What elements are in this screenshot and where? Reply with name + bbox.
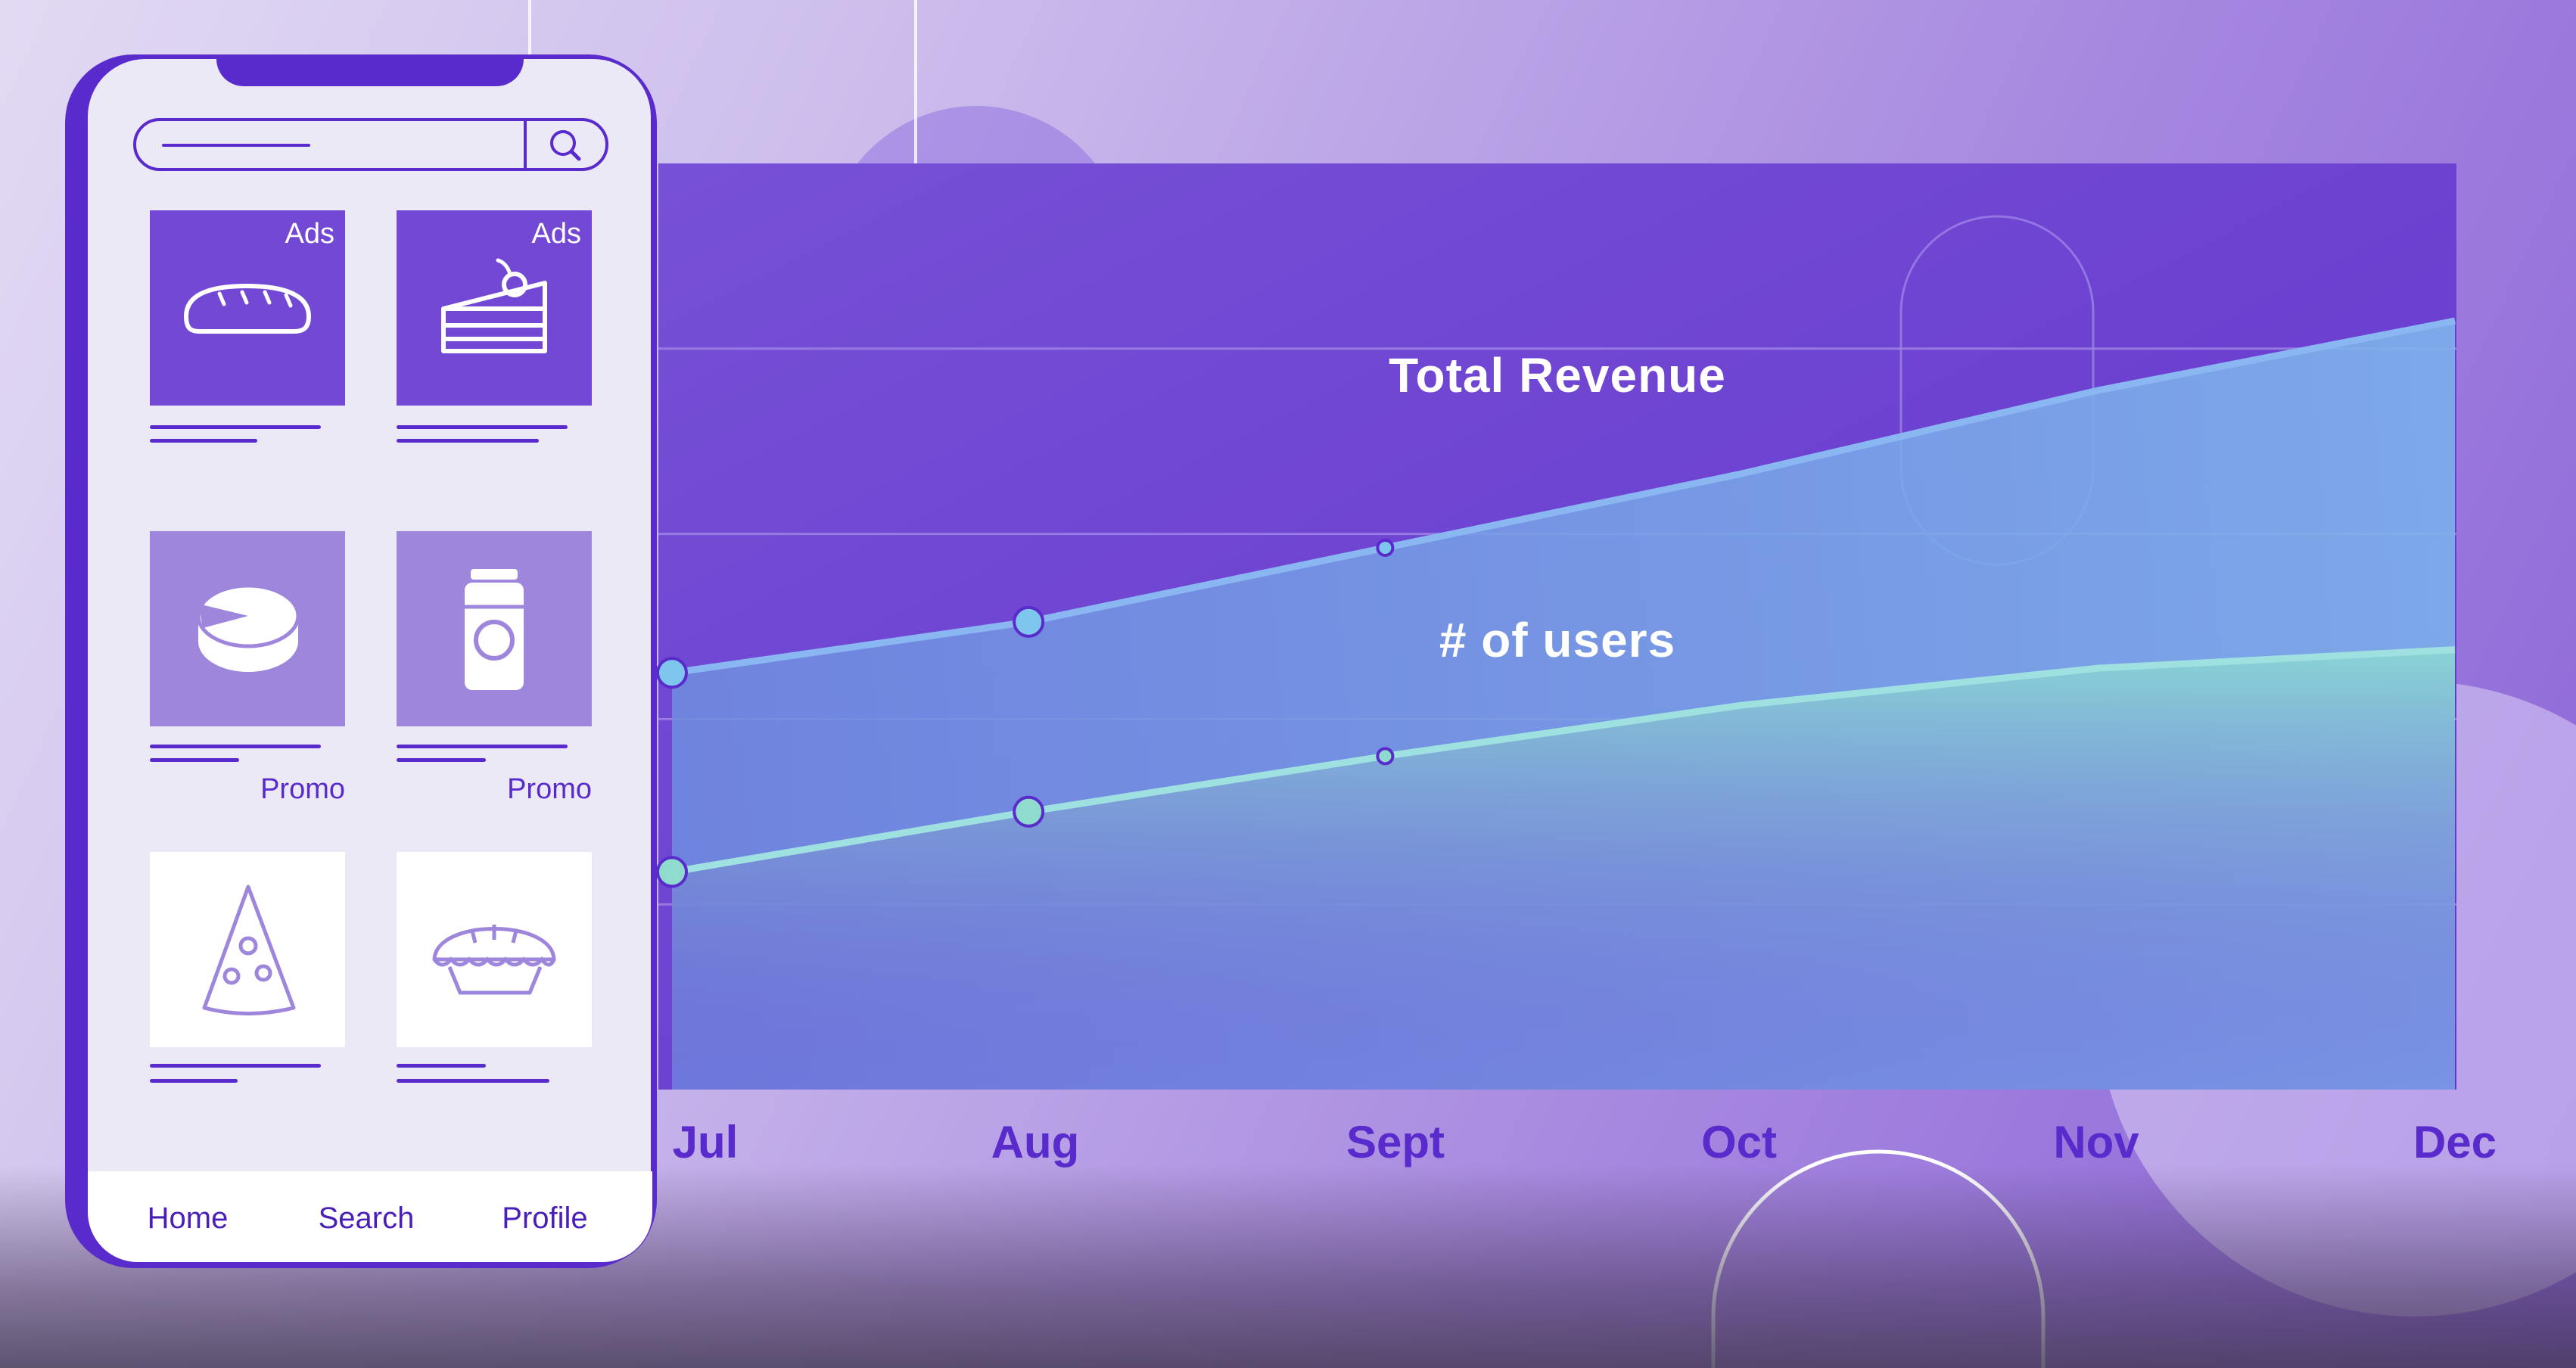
- tile-caption-line: [150, 745, 321, 748]
- product-tile-cheese[interactable]: [150, 531, 345, 726]
- nav-home[interactable]: Home: [147, 1202, 229, 1235]
- x-tick-label: Aug: [991, 1117, 1080, 1167]
- pizza-icon: [202, 885, 296, 1015]
- x-tick-label: Oct: [1701, 1117, 1777, 1167]
- data-point: [1376, 747, 1395, 766]
- search-placeholder-line: [162, 144, 310, 147]
- decor-line: [914, 0, 917, 197]
- x-tick-label: Nov: [2053, 1117, 2139, 1167]
- phone-notch: [216, 54, 524, 86]
- tile-caption-line: [397, 758, 486, 762]
- tile-caption-line: [150, 439, 257, 443]
- nav-search[interactable]: Search: [318, 1202, 415, 1235]
- data-point: [1013, 605, 1045, 638]
- search-divider: [524, 118, 527, 171]
- product-tile-pizza[interactable]: [150, 852, 345, 1047]
- x-tick-label: Dec: [2413, 1117, 2497, 1167]
- tile-caption-line: [397, 425, 568, 429]
- series-label: Total Revenue: [1389, 348, 1726, 403]
- series-label: # of users: [1439, 613, 1675, 667]
- nav-profile[interactable]: Profile: [502, 1202, 588, 1235]
- tile-caption-line: [397, 439, 539, 443]
- promo-label: Promo: [260, 773, 345, 805]
- cheese-icon: [196, 583, 300, 672]
- tile-caption-line: [150, 1079, 238, 1083]
- tile-caption-line: [150, 425, 321, 429]
- ads-badge: Ads: [285, 218, 334, 250]
- tile-caption-line: [397, 1064, 486, 1068]
- series-line-0: [671, 317, 2456, 676]
- bread-icon: [183, 283, 312, 334]
- data-point: [656, 856, 688, 888]
- bottom-nav: [88, 1171, 652, 1262]
- area-1: [672, 649, 2455, 1090]
- search-icon[interactable]: [537, 124, 593, 165]
- series-line-1: [671, 646, 2456, 875]
- decor-line: [528, 0, 531, 61]
- tile-caption-line: [150, 758, 239, 762]
- data-point: [656, 657, 688, 689]
- promo-label: Promo: [507, 773, 592, 805]
- pie-icon: [432, 925, 556, 995]
- data-point: [1376, 538, 1395, 557]
- jar-icon: [465, 569, 524, 690]
- product-tile-pie[interactable]: [397, 852, 592, 1047]
- product-tile-jar[interactable]: [397, 531, 592, 726]
- data-point: [1013, 795, 1045, 828]
- tile-caption-line: [397, 1079, 549, 1083]
- tile-caption-line: [397, 745, 568, 748]
- x-tick-label: Jul: [673, 1117, 739, 1167]
- product-tile-bread[interactable]: [150, 210, 345, 406]
- cake-icon: [441, 258, 547, 353]
- x-tick-label: Sept: [1346, 1117, 1445, 1167]
- ads-badge: Ads: [531, 218, 581, 250]
- tile-caption-line: [150, 1064, 321, 1068]
- product-tile-cake[interactable]: [397, 210, 592, 406]
